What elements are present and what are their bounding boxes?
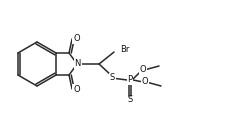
Text: O: O (73, 34, 80, 43)
Text: N: N (74, 60, 81, 68)
Text: S: S (109, 74, 115, 83)
Text: Br: Br (120, 45, 130, 54)
Text: O: O (73, 85, 80, 94)
Text: S: S (127, 96, 133, 105)
Text: O: O (140, 66, 146, 75)
Text: O: O (142, 77, 148, 86)
Text: P: P (128, 75, 133, 84)
